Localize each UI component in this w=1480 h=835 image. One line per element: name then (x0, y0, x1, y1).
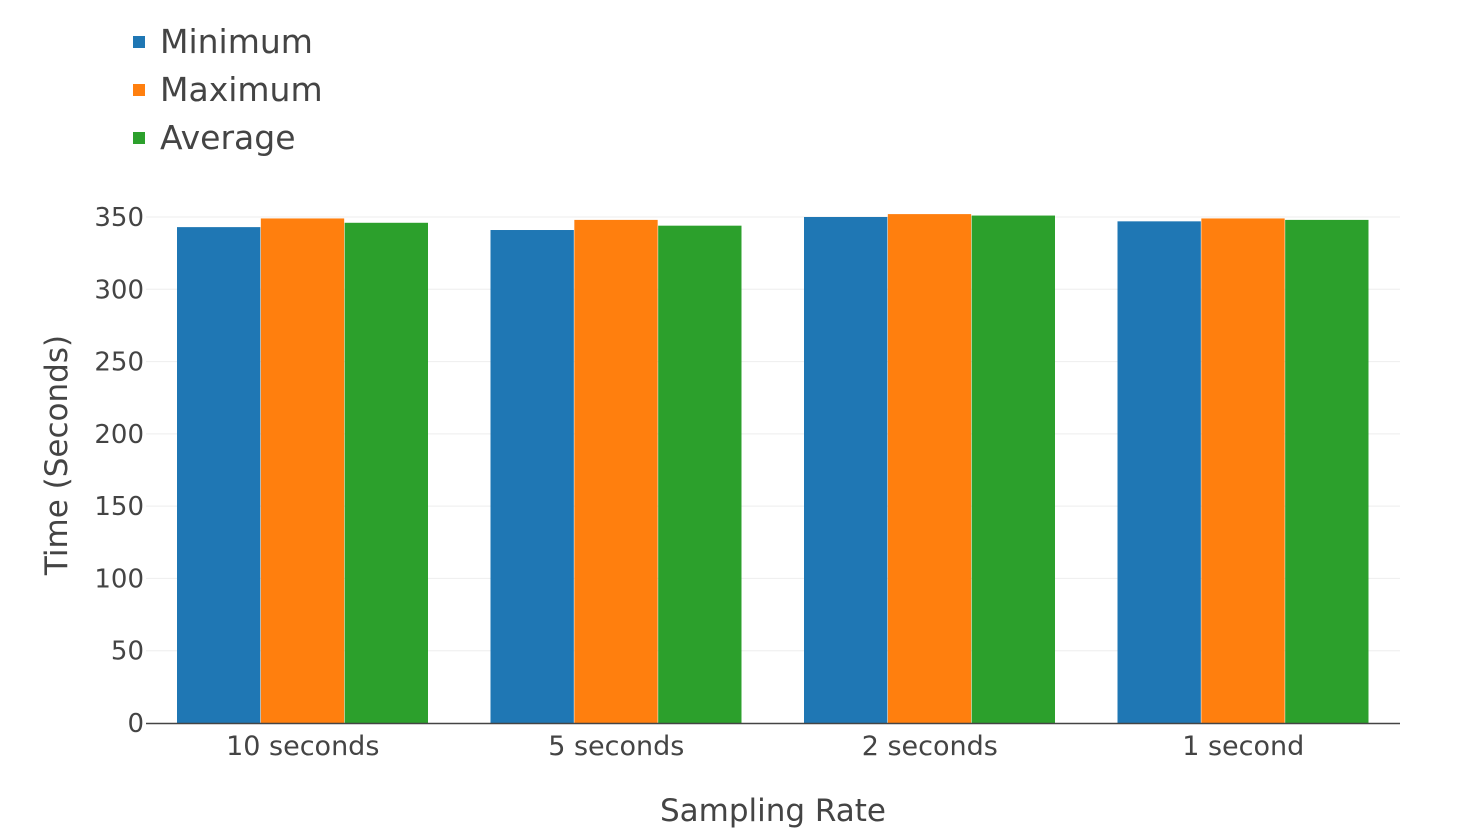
y-tick-labels: 0 50 100 150 200 250 300 350 (94, 203, 144, 739)
bar-minimum-3 (1117, 221, 1201, 723)
x-tick-label: 1 second (1182, 731, 1304, 762)
legend-label-average: Average (160, 118, 296, 157)
bar-maximum-3 (1201, 218, 1285, 723)
y-tick-label: 200 (94, 420, 144, 450)
x-tick-label: 5 seconds (548, 731, 684, 762)
y-tick-label: 100 (94, 564, 144, 594)
bar-minimum-2 (804, 217, 888, 723)
y-tick-label: 350 (94, 203, 144, 233)
bar-maximum-2 (887, 214, 972, 723)
legend-swatch-minimum (133, 36, 145, 48)
bar-group (177, 214, 1369, 724)
bar-minimum-1 (490, 230, 574, 724)
x-axis-title: Sampling Rate (660, 793, 886, 829)
legend-label-minimum: Minimum (160, 22, 313, 61)
bar-average-1 (658, 225, 742, 723)
y-tick-label: 50 (111, 637, 144, 667)
x-tick-labels: 10 seconds 5 seconds 2 seconds 1 second (226, 731, 1304, 762)
bar-maximum-1 (574, 219, 658, 724)
x-tick-label: 2 seconds (862, 731, 998, 762)
bar-minimum-0 (177, 227, 261, 723)
bar-average-2 (971, 215, 1055, 723)
bar-maximum-0 (260, 218, 345, 723)
y-tick-label: 150 (94, 492, 144, 522)
bar-average-3 (1285, 219, 1369, 724)
y-tick-label: 0 (127, 709, 144, 739)
x-tick-label: 10 seconds (226, 731, 379, 762)
y-axis-title: Time (Seconds) (39, 335, 75, 576)
legend-label-maximum: Maximum (160, 70, 323, 109)
legend-swatch-maximum (133, 84, 145, 96)
y-tick-label: 250 (94, 348, 144, 378)
legend-swatch-average (133, 132, 145, 144)
bar-average-0 (344, 222, 428, 724)
legend: Minimum Maximum Average (133, 22, 323, 157)
y-tick-label: 300 (94, 275, 144, 305)
